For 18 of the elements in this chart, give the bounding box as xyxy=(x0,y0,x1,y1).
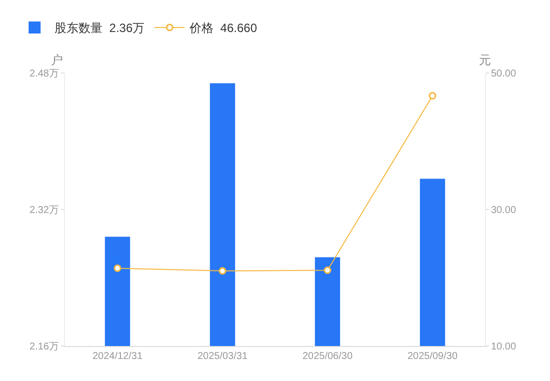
y2-tick-label: 30.00 xyxy=(491,205,516,216)
x-tick-label: 2025/06/30 xyxy=(302,351,353,362)
legend-label: 价格 46.660 xyxy=(188,21,258,36)
x-tick-label: 2025/09/30 xyxy=(407,351,458,362)
x-tick-label: 2024/12/31 xyxy=(92,351,143,362)
y-tick-label: 2.48万 xyxy=(30,68,59,80)
legend-label: 股东数量 2.36万 xyxy=(54,21,145,36)
point xyxy=(114,264,122,272)
point xyxy=(324,266,332,274)
y2-axis-title: 元 xyxy=(479,53,491,67)
point xyxy=(218,267,226,275)
y-tick-label: 2.16万 xyxy=(30,342,59,352)
y2-tick-label: 10.00 xyxy=(491,342,516,352)
y2-tick-label: 50.00 xyxy=(491,68,516,80)
point xyxy=(428,92,436,100)
y-axis-title: 户 xyxy=(51,53,63,67)
y-tick-label: 2.32万 xyxy=(30,205,59,216)
x-tick-label: 2025/03/31 xyxy=(197,351,248,362)
